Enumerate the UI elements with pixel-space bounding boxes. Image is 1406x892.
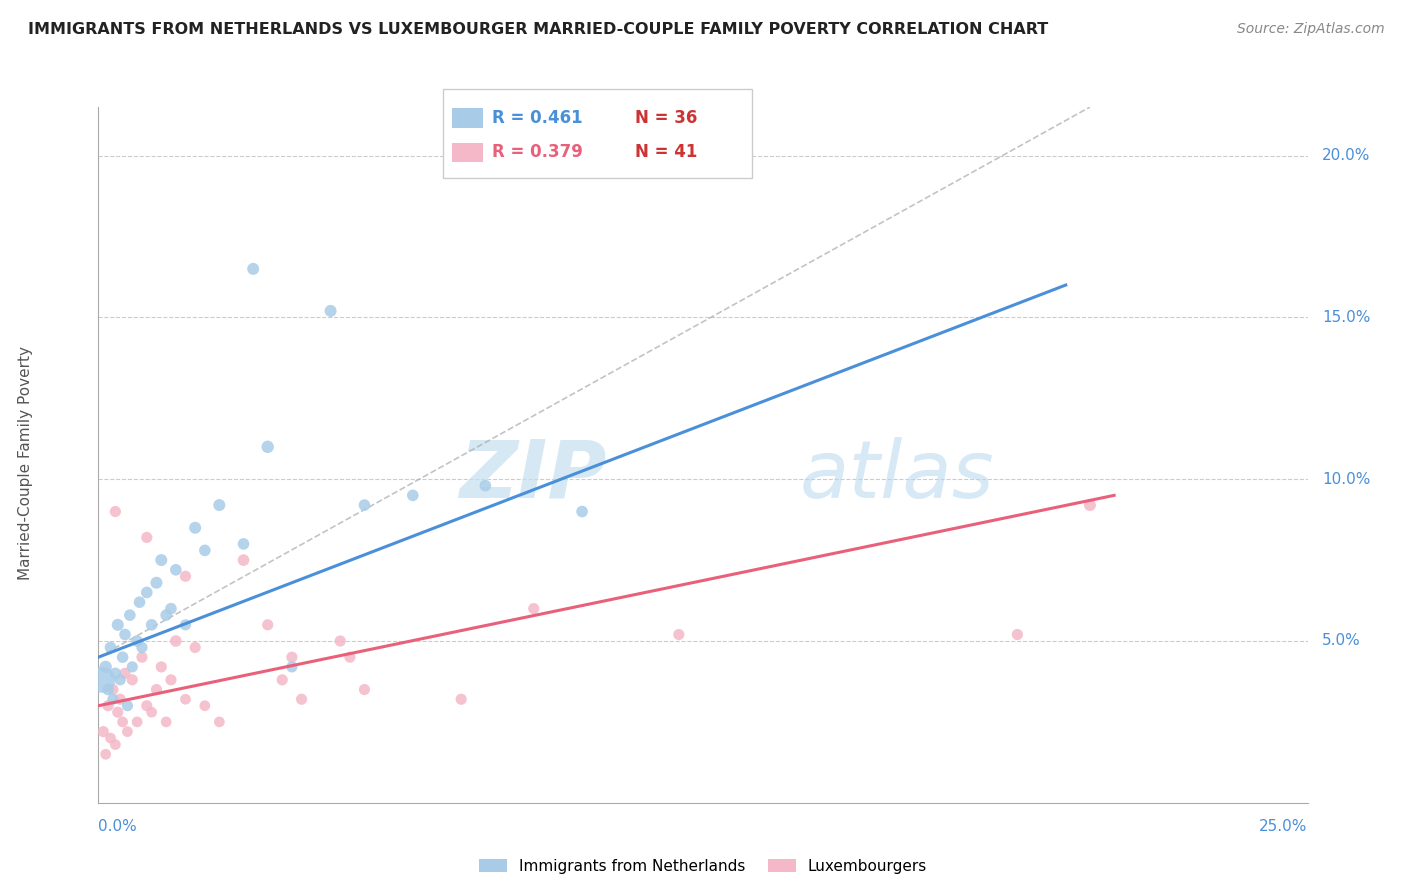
Point (145, 682, 167, 697)
Point (135, 698, 157, 713)
Text: 15.0%: 15.0% (1322, 310, 1371, 325)
Point (135, 585, 157, 599)
Point (165, 563, 187, 577)
Point (174, 692, 197, 706)
Point (121, 660, 143, 674)
Text: 20.0%: 20.0% (1322, 148, 1371, 163)
Point (194, 543, 217, 558)
Point (128, 595, 150, 609)
Text: N = 36: N = 36 (634, 109, 697, 127)
Point (145, 575, 167, 590)
Point (117, 724, 139, 739)
Point (165, 634, 187, 648)
Point (114, 666, 136, 681)
Point (135, 531, 157, 545)
Point (150, 553, 173, 567)
Point (127, 714, 149, 729)
Text: N = 41: N = 41 (634, 143, 697, 161)
Point (97, 698, 120, 713)
Point (208, 714, 231, 729)
Point (91, 724, 114, 739)
Text: Source: ZipAtlas.com: Source: ZipAtlas.com (1237, 22, 1385, 37)
Point (101, 682, 124, 697)
Point (160, 601, 183, 615)
Point (290, 692, 312, 706)
Bar (453, 108, 484, 128)
Point (107, 705, 129, 719)
Text: 0.0%: 0.0% (98, 819, 138, 834)
Point (131, 640, 153, 655)
Point (104, 738, 127, 752)
Point (353, 498, 375, 512)
Point (114, 627, 136, 641)
Point (668, 627, 690, 641)
Point (100, 731, 122, 745)
Point (160, 673, 183, 687)
Point (1007, 627, 1029, 641)
Point (174, 569, 197, 583)
Point (121, 673, 143, 687)
Point (474, 478, 496, 492)
Point (450, 692, 472, 706)
Point (1078, 498, 1101, 512)
Point (108, 692, 131, 706)
Point (127, 634, 149, 648)
Point (339, 650, 361, 665)
Text: 10.0%: 10.0% (1322, 472, 1371, 487)
Point (208, 498, 231, 512)
Point (281, 660, 304, 674)
Text: Married-Couple Family Poverty: Married-Couple Family Poverty (18, 346, 34, 580)
Point (571, 504, 593, 518)
Point (281, 650, 304, 665)
Text: R = 0.461: R = 0.461 (492, 109, 583, 127)
Point (111, 714, 134, 729)
Point (91, 673, 114, 687)
Text: ZIP: ZIP (458, 437, 606, 515)
Legend: Immigrants from Netherlands, Luxembourgers: Immigrants from Netherlands, Luxembourge… (472, 853, 934, 880)
Point (184, 640, 207, 655)
Point (141, 705, 163, 719)
Point (118, 608, 141, 623)
Point (242, 261, 264, 276)
Point (104, 504, 127, 518)
Point (232, 537, 254, 551)
Point (94, 660, 117, 674)
Point (104, 666, 127, 681)
Text: R = 0.379: R = 0.379 (492, 143, 583, 161)
Point (111, 650, 134, 665)
Point (232, 553, 254, 567)
Point (523, 601, 546, 615)
Point (131, 650, 153, 665)
Point (353, 682, 375, 697)
Point (174, 617, 197, 632)
Point (141, 617, 163, 632)
Text: atlas: atlas (800, 437, 994, 515)
Bar (453, 143, 484, 162)
Point (155, 608, 177, 623)
Point (256, 440, 278, 454)
Point (94, 747, 117, 762)
Point (101, 692, 124, 706)
Point (108, 673, 131, 687)
Point (194, 698, 217, 713)
Point (184, 521, 207, 535)
Text: 5.0%: 5.0% (1322, 633, 1361, 648)
Point (107, 617, 129, 632)
Point (117, 698, 139, 713)
Point (97, 682, 120, 697)
Point (329, 634, 352, 648)
Point (100, 640, 122, 655)
Point (319, 304, 342, 318)
Text: 25.0%: 25.0% (1260, 819, 1308, 834)
Text: IMMIGRANTS FROM NETHERLANDS VS LUXEMBOURGER MARRIED-COUPLE FAMILY POVERTY CORREL: IMMIGRANTS FROM NETHERLANDS VS LUXEMBOUR… (28, 22, 1049, 37)
Point (402, 488, 425, 502)
Point (256, 617, 278, 632)
FancyBboxPatch shape (443, 89, 752, 178)
Point (150, 660, 173, 674)
Point (155, 714, 177, 729)
Point (271, 673, 294, 687)
